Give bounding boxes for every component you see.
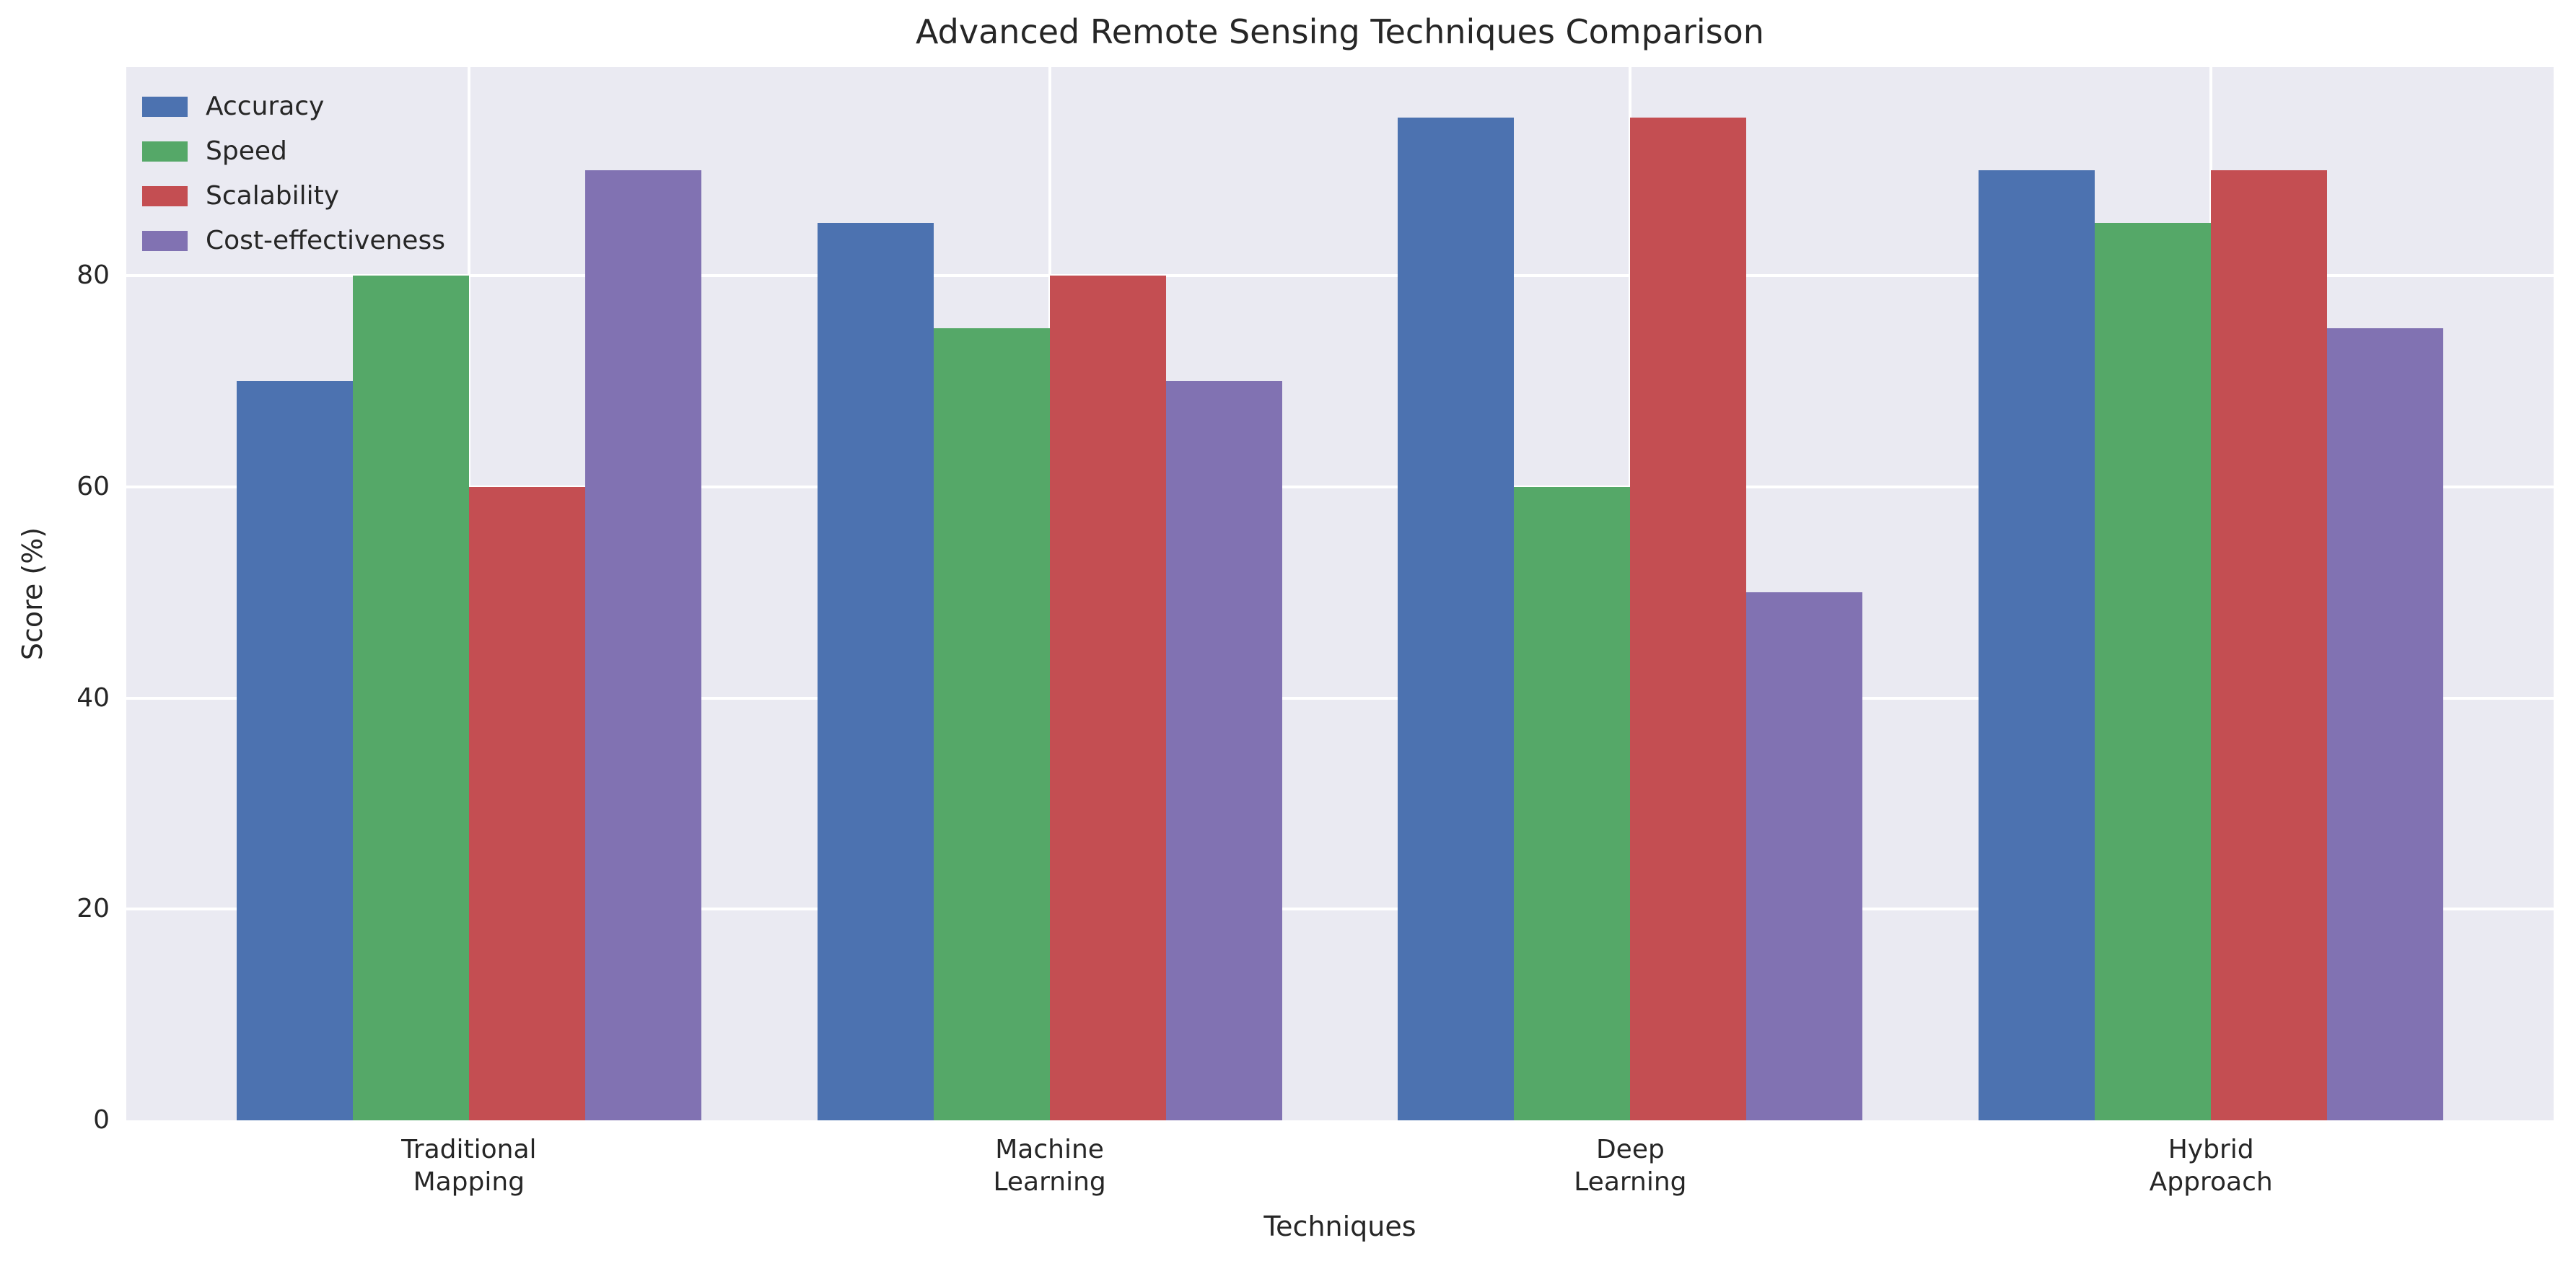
bar-speed-group3 [1514,486,1631,1120]
legend-label: Scalability [206,181,340,211]
legend-label: Accuracy [206,92,325,121]
legend-swatch-cost-effectiveness [142,231,188,251]
bar-speed-group4 [2095,222,2212,1120]
y-tick-label: 80 [76,260,110,291]
bar-accuracy-group1 [236,381,353,1120]
bar-speed-group2 [933,328,1050,1120]
plot-area: Accuracy Speed Scalability Cost-effectivene… [126,67,2554,1120]
legend-item-accuracy: Accuracy [142,90,445,123]
y-tick-label: 40 [76,682,110,713]
legend-item-scalability: Scalability [142,180,445,213]
h-gridline [126,274,2554,278]
h-gridline [126,485,2554,488]
legend-swatch-scalability [142,186,188,206]
x-axis-label: Techniques [1263,1211,1416,1242]
bar-accuracy-group4 [1979,170,2095,1120]
legend-label: Speed [206,136,287,166]
bar-accuracy-group3 [1398,117,1515,1120]
y-tick-label: 60 [76,471,110,501]
legend-item-cost-effectiveness: Cost-effectiveness [142,224,445,258]
chart-title: Advanced Remote Sensing Techniques Compa… [916,12,1764,51]
bar-cost-effectiveness-group4 [2327,328,2444,1120]
bar-cost-effectiveness-group1 [584,170,701,1120]
bar-scalability-group2 [1049,276,1166,1120]
legend-swatch-accuracy [142,97,188,117]
h-gridline [126,908,2554,911]
y-tick-label: 20 [76,894,110,924]
x-tick-label: Traditional Mapping [401,1135,537,1197]
bar-accuracy-group2 [817,222,934,1120]
h-gridline [126,696,2554,700]
y-axis-label: Score (%) [17,527,48,661]
legend-item-speed: Speed [142,135,445,168]
bar-scalability-group3 [1630,117,1747,1120]
bar-cost-effectiveness-group3 [1746,592,1863,1120]
x-tick-label: Deep Learning [1574,1135,1687,1197]
legend: Accuracy Speed Scalability Cost-effectivene… [142,90,445,258]
bar-speed-group1 [352,276,469,1120]
bar-scalability-group4 [2211,170,2328,1120]
legend-swatch-speed [142,141,188,162]
legend-label: Cost-effectiveness [206,226,445,255]
bar-scalability-group1 [468,486,585,1120]
x-tick-label: Machine Learning [993,1135,1106,1197]
x-tick-label: Hybrid Approach [2149,1135,2273,1197]
bar-cost-effectiveness-group2 [1165,381,1282,1120]
y-tick-label: 0 [93,1105,110,1135]
